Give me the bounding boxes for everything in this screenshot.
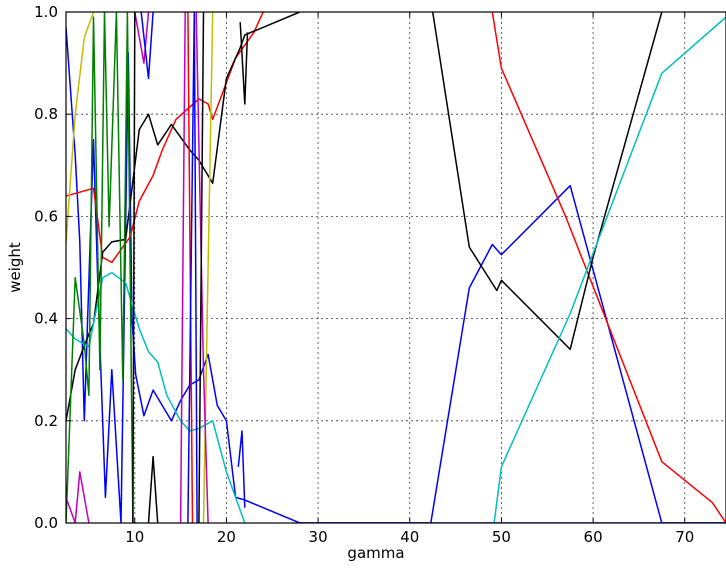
series-line: [66, 12, 95, 242]
y-tick-label: 0.4: [34, 310, 58, 328]
x-tick-label: 10: [125, 528, 144, 546]
x-tick-label: 40: [400, 528, 419, 546]
series-line: [430, 184, 726, 523]
series-line: [239, 22, 249, 105]
series-line: [66, 12, 137, 523]
series-line: [237, 430, 246, 508]
x-tick-label: 70: [675, 528, 694, 546]
series-line: [66, 27, 429, 523]
x-tick-label: 60: [584, 528, 603, 546]
series-line: [195, 12, 209, 523]
x-tick-label: 50: [492, 528, 511, 546]
plot-area: [66, 12, 726, 523]
plot-frame: [65, 11, 726, 524]
y-tick-label: 1.0: [34, 3, 58, 21]
series-line: [179, 12, 186, 523]
series-line: [134, 12, 150, 64]
x-tick-label: 30: [309, 528, 328, 546]
tick-labels: 10 20 30 40 50 60 70 0.0 0.2 0.4 0.6 0.8 1.0: [34, 3, 694, 546]
x-axis-label: gamma: [347, 544, 404, 562]
series-line: [66, 12, 264, 264]
y-tick-label: 0.0: [34, 514, 58, 532]
y-tick-label: 0.2: [34, 412, 58, 430]
x-tick-label: 20: [217, 528, 236, 546]
series-line: [187, 12, 194, 523]
series-line: [66, 471, 90, 523]
series-line: [493, 16, 726, 523]
series-line: [140, 12, 154, 80]
series-group: [66, 12, 726, 523]
series-line: [187, 12, 198, 523]
series-line: [198, 12, 205, 523]
series-line: [147, 455, 159, 523]
series-line: [132, 12, 136, 523]
series-line: [431, 12, 663, 351]
y-tick-label: 0.6: [34, 207, 58, 225]
y-axis-label: weight: [6, 242, 24, 293]
y-tick-label: 0.8: [34, 105, 58, 123]
series-line: [491, 12, 726, 523]
